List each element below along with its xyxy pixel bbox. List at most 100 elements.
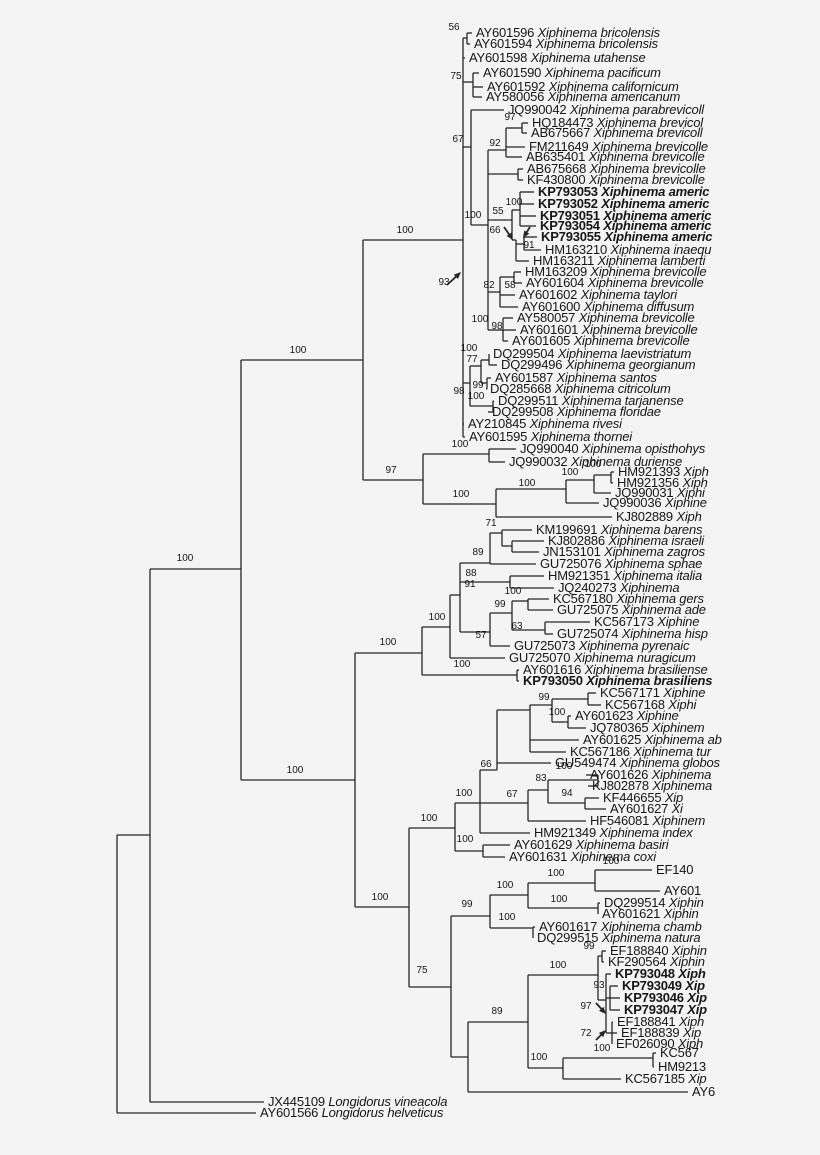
leaf-label: AB675667 Xiphinema brevicoll (531, 125, 704, 140)
bootstrap-value: 100 (454, 659, 471, 670)
leaf-label: AY601601 Xiphinema brevicolle (520, 322, 698, 337)
leaf-label: AY601592 Xiphinema californicum (487, 79, 679, 94)
leaf-label: KP793046 Xip (624, 990, 707, 1005)
bootstrap-value: 89 (491, 1006, 503, 1017)
bootstrap-value: 100 (505, 586, 522, 597)
leaf-label: AY601623 Xiphine (575, 708, 679, 723)
leaf-label: AY601629 Xiphinema basiri (514, 837, 670, 852)
leaf-label: KP793052 Xiphinema americ (538, 196, 710, 211)
leaf-label: AY601566 Longidorus helveticus (260, 1105, 444, 1120)
leaf-label: HM163210 Xiphinema inaequ (545, 242, 711, 257)
leaf-label: KF290564 Xiphin (608, 954, 705, 969)
bootstrap-value: 89 (472, 547, 484, 558)
leaf-label: JQ990032 Xiphinema duriense (509, 454, 682, 469)
leaf-label: GU725075 Xiphinema ade (557, 602, 706, 617)
bootstrap-value: 97 (580, 1001, 592, 1012)
leaf-label: JQ780365 Xiphinem (590, 720, 705, 735)
bootstrap-value: 100 (465, 210, 482, 221)
leaf-label: KF446655 Xip (603, 790, 683, 805)
leaf-label: AY580057 Xiphinema brevicolle (517, 310, 695, 325)
bootstrap-value: 100 (556, 761, 573, 772)
leaf-label: AY601594 Xiphinema bricolensis (474, 36, 659, 51)
bootstrap-value: 82 (483, 280, 495, 291)
bootstrap-value: 91 (523, 240, 535, 251)
leaf-label: AY601616 Xiphinema brasiliense (523, 662, 708, 677)
leaf-label: HM163211 Xiphinema lamberti (533, 253, 706, 268)
annotation-arrowhead (453, 272, 461, 279)
leaf-label: GU725073 Xiphinema pyrenaic (514, 638, 690, 653)
leaf-label: JN153101 Xiphinema zagros (543, 544, 706, 559)
bootstrap-value: 99 (494, 599, 506, 610)
bootstrap-value: 66 (480, 759, 492, 770)
bootstrap-value: 72 (580, 1028, 592, 1039)
bootstrap-value: 58 (504, 280, 516, 291)
leaf-label: AY601596 Xiphinema bricolensis (476, 25, 661, 40)
leaf-label: AY601604 Xiphinema brevicolle (526, 275, 704, 290)
bootstrap-value: 100 (456, 788, 473, 799)
leaf-label: JQ990042 Xiphinema parabrevicoll (508, 102, 705, 117)
bootstrap-value: 94 (561, 788, 573, 799)
leaf-label: HM9213 (658, 1059, 706, 1074)
leaf-label: JX445109 Longidorus vineacola (268, 1094, 447, 1109)
bootstrap-value: 83 (535, 773, 547, 784)
bootstrap-value: 66 (489, 225, 501, 236)
leaf-label: FM211649 Xiphinema brevicolle (529, 139, 708, 154)
bootstrap-value: 97 (385, 465, 397, 476)
leaf-label: AY601617 Xiphinema chamb (539, 919, 702, 934)
bootstrap-value: 100 (519, 478, 536, 489)
bootstrap-value: 98 (491, 321, 503, 332)
bootstrap-value: 100 (372, 892, 389, 903)
leaf-label: DQ299496 Xiphinema georgianum (501, 357, 696, 372)
bootstrap-value: 100 (177, 553, 194, 564)
leaf-label: AY601626 Xiphinema (590, 767, 711, 782)
bootstrap-value: 88 (465, 568, 477, 579)
leaf-label: HM163209 Xiphinema brevicolle (525, 264, 706, 279)
leaf-label: KJ802886 Xiphinema israeli (548, 533, 705, 548)
leaf-label: KC567185 Xip (625, 1071, 706, 1086)
bootstrap-value: 100 (429, 612, 446, 623)
leaf-label: DQ299508 Xiphinema floridae (492, 404, 661, 419)
bootstrap-value: 99 (461, 899, 473, 910)
leaf-label: KP793048 Xiph (615, 966, 706, 981)
leaf-label: KP793055 Xiphinema americ (541, 229, 713, 244)
leaf-label: EF026090 Xiph (616, 1036, 703, 1051)
bootstrap-value: 71 (485, 518, 497, 529)
leaf-label: AY601627 Xi (610, 801, 684, 816)
bootstrap-value: 56 (448, 22, 460, 33)
bootstrap-value: 57 (475, 630, 487, 641)
leaf-label: HM921349 Xiphinema index (534, 825, 693, 840)
leaf-label: AB675668 Xiphinema brevicolle (527, 161, 706, 176)
bootstrap-value: 100 (472, 314, 489, 325)
leaf-label: AY601590 Xiphinema pacificum (483, 65, 661, 80)
leaf-label: DQ299504 Xiphinema laevistriatum (493, 346, 691, 361)
bootstrap-value: 93 (593, 980, 605, 991)
leaf-label: EF188841 Xiph (617, 1014, 704, 1029)
bootstrap-value: 98 (453, 386, 465, 397)
bootstrap-value: 100 (421, 813, 438, 824)
bootstrap-value: 100 (585, 459, 602, 470)
bootstrap-value: 75 (416, 965, 428, 976)
leaf-label: AY601587 Xiphinema santos (495, 370, 657, 385)
leaf-label: JQ990031 Xiphi (615, 485, 706, 500)
leaf-label: JQ990040 Xiphinema opisthohys (520, 441, 706, 456)
bootstrap-value: 100 (453, 489, 470, 500)
leaf-label: HM921356 Xiph (617, 475, 708, 490)
leaf-label: EF188840 Xiphin (610, 943, 707, 958)
bootstrap-value: 100 (531, 1052, 548, 1063)
leaf-label: AB635401 Xiphinema brevicolle (526, 149, 705, 164)
leaf-label: AY6 (692, 1084, 715, 1099)
bootstrap-value: 100 (499, 912, 516, 923)
leaf-label: GU725074 Xiphinema hisp (557, 626, 708, 641)
leaf-label: KM199691 Xiphinema barens (536, 522, 703, 537)
leaf-label: AY580056 Xiphinema americanum (486, 89, 681, 104)
bootstrap-value: 92 (489, 138, 501, 149)
leaf-label: KP793054 Xiphinema americ (540, 218, 712, 233)
leaf-label: GU549474 Xiphinema globos (555, 755, 721, 770)
bootstrap-value: 63 (511, 621, 523, 632)
leaf-label: AY210845 Xiphinema rivesi (468, 416, 623, 431)
bootstrap-value: 75 (450, 71, 462, 82)
bootstrap-value: 100 (562, 467, 579, 478)
bootstrap-value: 100 (548, 868, 565, 879)
